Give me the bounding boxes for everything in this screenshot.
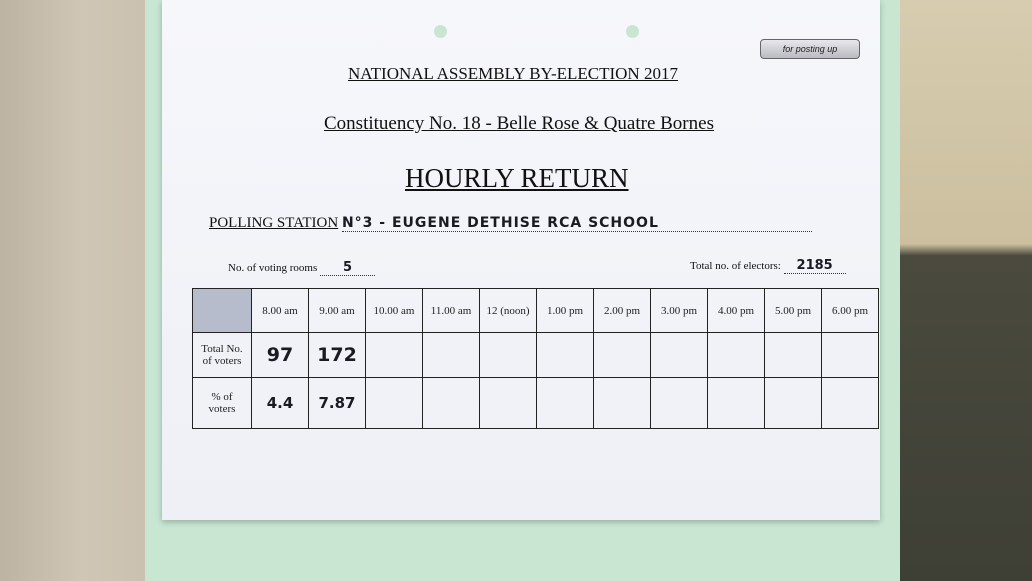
table-cell [479, 332, 537, 378]
voting-rooms-label: No. of voting rooms [228, 262, 318, 274]
column-header: 10.00 am [365, 288, 423, 333]
hourly-return-sheet: for posting up NATIONAL ASSEMBLY BY-ELEC… [162, 0, 880, 520]
electors-field: Total no. of electors: 2185 [690, 258, 846, 274]
for-posting-up-tag: for posting up [760, 39, 860, 59]
polling-station-field: POLLING STATION N°3 - EUGENE DETHISE RCA… [209, 215, 812, 232]
table-cell [650, 332, 708, 378]
table-cell: 7.87 [308, 377, 366, 429]
punch-hole [434, 25, 447, 38]
column-header: 4.00 pm [707, 288, 765, 333]
table-cell [764, 332, 822, 378]
page-title: HOURLY RETURN [405, 163, 629, 193]
column-header: 6.00 pm [821, 288, 879, 333]
polling-station-value: N°3 - EUGENE DETHISE RCA SCHOOL [341, 215, 812, 232]
table-row: % of voters 4.4 7.87 [192, 377, 879, 429]
row-label: % of voters [192, 377, 252, 429]
table-cell [422, 332, 480, 378]
column-header: 1.00 pm [536, 288, 594, 333]
table-cell [764, 377, 822, 429]
electors-value: 2185 [783, 258, 846, 274]
table-cell [593, 377, 651, 429]
table-cell: 97 [251, 332, 309, 378]
column-header: 12 (noon) [479, 288, 537, 333]
corner-cell [192, 288, 252, 333]
table-cell [536, 377, 594, 429]
row-label: Total No. of voters [192, 332, 252, 378]
voting-rooms-value: 5 [319, 260, 375, 276]
table-cell [479, 377, 537, 429]
column-header: 2.00 pm [593, 288, 651, 333]
column-header: 3.00 pm [650, 288, 708, 333]
table-cell [593, 332, 651, 378]
table-cell [650, 377, 708, 429]
table-cell [536, 332, 594, 378]
hourly-return-table: 8.00 am 9.00 am 10.00 am 11.00 am 12 (noon) 1… [192, 288, 879, 429]
column-header: 8.00 am [251, 288, 309, 333]
table-cell [365, 332, 423, 378]
column-header: 9.00 am [308, 288, 366, 333]
constituency: Constituency No. 18 - Belle Rose & Quatr… [324, 113, 714, 134]
table-row: Total No. of voters 97 172 [192, 332, 879, 378]
electors-label: Total no. of electors: [690, 260, 781, 272]
column-header: 11.00 am [422, 288, 480, 333]
polling-station-label: POLLING STATION [209, 215, 339, 231]
punch-hole [626, 25, 639, 38]
table-header-row: 8.00 am 9.00 am 10.00 am 11.00 am 12 (noon) 1… [192, 288, 879, 333]
column-header: 5.00 pm [764, 288, 822, 333]
table-cell: 172 [308, 332, 366, 378]
table-cell: 4.4 [251, 377, 309, 429]
voting-rooms-field: No. of voting rooms 5 [228, 260, 375, 276]
table-cell [707, 377, 765, 429]
table-cell [365, 377, 423, 429]
table-cell [821, 377, 879, 429]
table-cell [821, 332, 879, 378]
background-wall [895, 0, 1032, 581]
table-cell [707, 332, 765, 378]
table-cell [422, 377, 480, 429]
heading: NATIONAL ASSEMBLY BY-ELECTION 2017 [348, 64, 678, 83]
